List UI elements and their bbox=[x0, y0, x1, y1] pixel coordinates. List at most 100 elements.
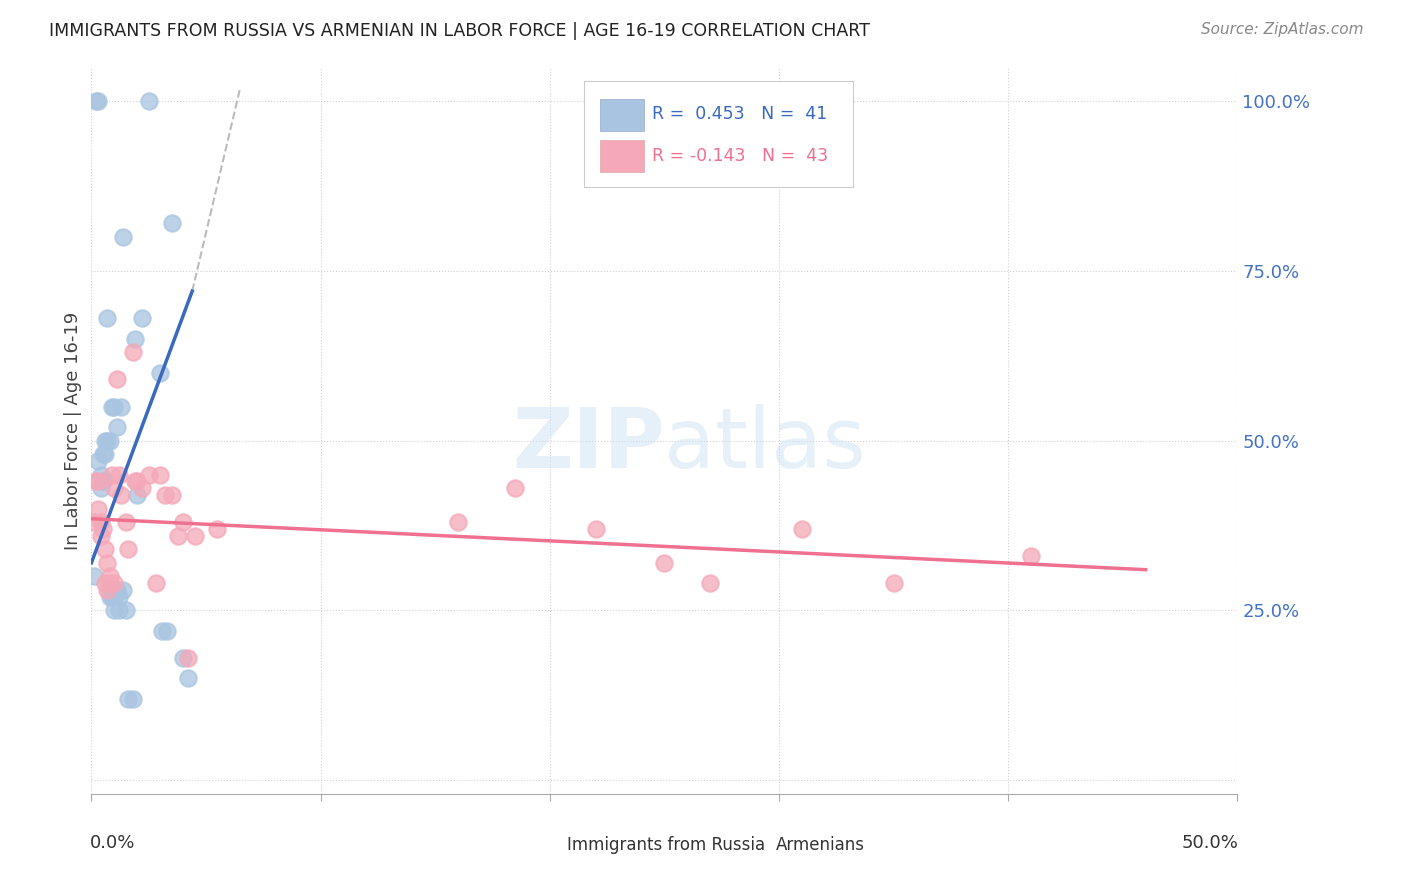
Point bbox=[105, 582, 128, 597]
Text: R = -0.143   N =  43: R = -0.143 N = 43 bbox=[652, 146, 828, 165]
Point bbox=[882, 576, 904, 591]
Point bbox=[585, 522, 607, 536]
Point bbox=[83, 569, 105, 583]
Point bbox=[138, 467, 160, 482]
Point bbox=[103, 400, 125, 414]
Point bbox=[91, 475, 114, 489]
Point bbox=[98, 569, 121, 583]
Point bbox=[94, 542, 117, 557]
Point bbox=[108, 590, 131, 604]
Point bbox=[124, 332, 146, 346]
Point bbox=[110, 400, 132, 414]
Text: 0.0%: 0.0% bbox=[90, 834, 135, 853]
Point bbox=[96, 556, 118, 570]
Point bbox=[103, 603, 125, 617]
Point bbox=[101, 400, 124, 414]
Point bbox=[98, 582, 121, 597]
Point bbox=[110, 488, 132, 502]
Point bbox=[96, 311, 118, 326]
Point bbox=[699, 576, 721, 591]
Point bbox=[103, 576, 125, 591]
Point bbox=[90, 529, 112, 543]
Point bbox=[176, 672, 198, 686]
FancyBboxPatch shape bbox=[600, 140, 644, 172]
Point bbox=[98, 590, 121, 604]
Point bbox=[112, 229, 135, 244]
Point bbox=[94, 447, 117, 461]
Point bbox=[183, 529, 205, 543]
Point bbox=[121, 691, 143, 706]
Point bbox=[101, 467, 124, 482]
Point bbox=[447, 515, 470, 529]
FancyBboxPatch shape bbox=[737, 837, 769, 863]
Point bbox=[108, 467, 131, 482]
Point bbox=[145, 576, 167, 591]
Point bbox=[153, 488, 176, 502]
Point bbox=[90, 467, 112, 482]
Point bbox=[87, 454, 110, 468]
Point bbox=[83, 515, 105, 529]
Point bbox=[117, 691, 139, 706]
Point bbox=[160, 488, 183, 502]
Point bbox=[121, 345, 143, 359]
Point bbox=[105, 420, 128, 434]
Point bbox=[91, 475, 114, 489]
Point bbox=[127, 488, 149, 502]
Point bbox=[790, 522, 813, 536]
Point bbox=[87, 501, 110, 516]
Point bbox=[91, 447, 114, 461]
Point bbox=[112, 582, 135, 597]
Point bbox=[84, 94, 107, 108]
Text: Immigrants from Russia: Immigrants from Russia bbox=[567, 836, 765, 854]
Point bbox=[96, 434, 118, 448]
Text: atlas: atlas bbox=[664, 404, 866, 485]
Point bbox=[156, 624, 179, 638]
Point bbox=[652, 556, 675, 570]
Point bbox=[149, 467, 172, 482]
FancyBboxPatch shape bbox=[600, 99, 644, 131]
Point bbox=[87, 475, 110, 489]
Point bbox=[167, 529, 190, 543]
Point bbox=[207, 522, 229, 536]
Y-axis label: In Labor Force | Age 16-19: In Labor Force | Age 16-19 bbox=[63, 311, 82, 549]
Point bbox=[117, 542, 139, 557]
Text: Source: ZipAtlas.com: Source: ZipAtlas.com bbox=[1201, 22, 1364, 37]
Point bbox=[103, 590, 125, 604]
Point bbox=[98, 576, 121, 591]
Point bbox=[114, 515, 136, 529]
Point bbox=[105, 372, 128, 386]
Point bbox=[108, 603, 131, 617]
Point bbox=[152, 624, 174, 638]
Point bbox=[124, 475, 146, 489]
Point bbox=[114, 603, 136, 617]
Point bbox=[96, 582, 118, 597]
Text: Armenians: Armenians bbox=[776, 836, 865, 854]
Point bbox=[98, 434, 121, 448]
Point bbox=[131, 481, 153, 495]
Point bbox=[127, 475, 149, 489]
Point bbox=[176, 651, 198, 665]
Text: IMMIGRANTS FROM RUSSIA VS ARMENIAN IN LABOR FORCE | AGE 16-19 CORRELATION CHART: IMMIGRANTS FROM RUSSIA VS ARMENIAN IN LA… bbox=[49, 22, 870, 40]
FancyBboxPatch shape bbox=[583, 81, 853, 186]
Point bbox=[90, 481, 112, 495]
Point bbox=[94, 434, 117, 448]
Point bbox=[1019, 549, 1042, 563]
Text: 50.0%: 50.0% bbox=[1181, 834, 1239, 853]
Point bbox=[90, 515, 112, 529]
Point bbox=[160, 216, 183, 230]
Point bbox=[505, 481, 527, 495]
Point bbox=[84, 475, 107, 489]
Point bbox=[94, 576, 117, 591]
Text: ZIP: ZIP bbox=[512, 404, 664, 485]
Point bbox=[101, 590, 124, 604]
FancyBboxPatch shape bbox=[530, 837, 562, 863]
Point bbox=[87, 94, 110, 108]
Text: R =  0.453   N =  41: R = 0.453 N = 41 bbox=[652, 105, 827, 123]
Point bbox=[172, 515, 194, 529]
Point bbox=[103, 481, 125, 495]
Point bbox=[138, 94, 160, 108]
Point bbox=[91, 522, 114, 536]
Point bbox=[131, 311, 153, 326]
Point bbox=[149, 366, 172, 380]
Point bbox=[172, 651, 194, 665]
